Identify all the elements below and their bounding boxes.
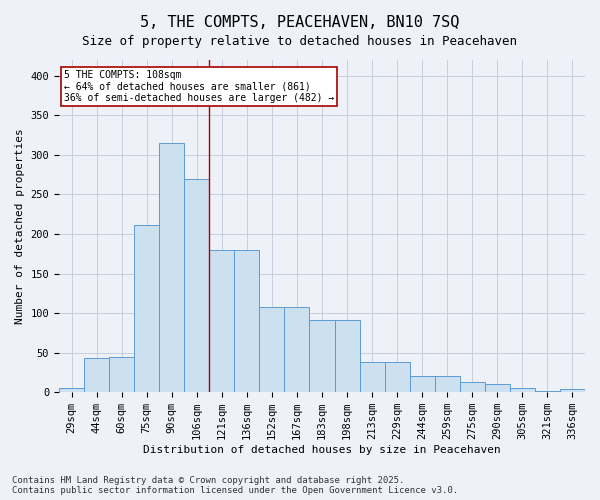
Bar xyxy=(209,250,235,392)
Y-axis label: Number of detached properties: Number of detached properties xyxy=(15,128,25,324)
Bar xyxy=(184,178,209,392)
Bar xyxy=(109,358,134,392)
Bar xyxy=(385,362,410,392)
Bar xyxy=(410,376,435,392)
Bar xyxy=(235,250,259,392)
Text: 5, THE COMPTS, PEACEHAVEN, BN10 7SQ: 5, THE COMPTS, PEACEHAVEN, BN10 7SQ xyxy=(140,15,460,30)
Bar xyxy=(134,226,159,392)
Bar xyxy=(460,382,485,392)
Bar xyxy=(259,307,284,392)
Text: Size of property relative to detached houses in Peacehaven: Size of property relative to detached ho… xyxy=(83,35,517,48)
Bar xyxy=(359,362,385,392)
Bar xyxy=(335,320,359,392)
Text: Contains HM Land Registry data © Crown copyright and database right 2025.
Contai: Contains HM Land Registry data © Crown c… xyxy=(12,476,458,495)
Bar xyxy=(435,376,460,392)
Bar xyxy=(159,143,184,392)
Bar xyxy=(510,388,535,392)
Bar xyxy=(59,388,84,392)
Bar xyxy=(560,389,585,392)
Text: 5 THE COMPTS: 108sqm
← 64% of detached houses are smaller (861)
36% of semi-deta: 5 THE COMPTS: 108sqm ← 64% of detached h… xyxy=(64,70,335,103)
Bar xyxy=(284,307,310,392)
Bar xyxy=(84,358,109,392)
X-axis label: Distribution of detached houses by size in Peacehaven: Distribution of detached houses by size … xyxy=(143,445,501,455)
Bar xyxy=(310,320,335,392)
Bar xyxy=(535,390,560,392)
Bar xyxy=(485,384,510,392)
